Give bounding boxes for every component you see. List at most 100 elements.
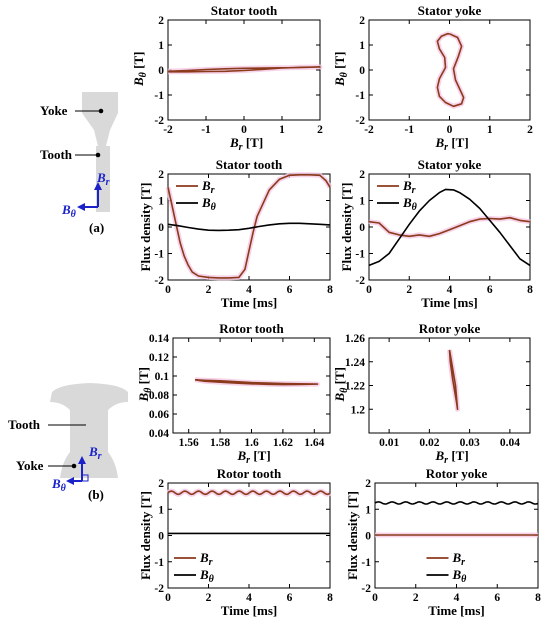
chart-ry_wave: 0 2 4 6 8 -2 -1 0 1 2 Rotor yoke Time [ms] Flux dens… [345, 466, 541, 618]
series-line-r [368, 216, 531, 238]
series-line-θ [374, 501, 539, 505]
x-axis-label: Br [T] [237, 448, 271, 466]
tooth-label-b: Tooth [8, 417, 41, 432]
stator-shape [82, 92, 118, 146]
chart-rt_loci: 1.56 1.58 1.6 1.62 1.64 0.04 0.06 0.08 0.1 0.12 0.… [136, 321, 331, 466]
y-tick-label: -1 [154, 249, 164, 261]
x-tick-label: 0 [165, 592, 171, 604]
x-tick-label: 0.03 [460, 437, 480, 449]
y-tick-label: -2 [355, 275, 365, 287]
y-tick-label: 0 [359, 222, 365, 234]
y-tick-label: 2 [365, 478, 371, 490]
yoke-point [98, 108, 104, 114]
chart-st_wave: 0 2 4 6 8 -2 -1 0 1 2 Stator tooth Time [ms] Flux de… [138, 157, 333, 310]
legend-label: Br [452, 550, 466, 568]
y-axis-label: Flux density [T] [138, 183, 153, 272]
x-tick-label: -1 [201, 124, 211, 136]
x-tick-label: 1 [487, 124, 493, 136]
br-arrow-head-b [78, 456, 86, 464]
x-tick-label: 6 [287, 284, 293, 296]
rotor-shape [50, 383, 128, 478]
x-axis-label: Time [ms] [421, 295, 477, 310]
y-tick-label: 0.08 [149, 390, 169, 402]
x-tick-label: -1 [404, 124, 414, 136]
y-tick-label: 1 [359, 40, 365, 52]
x-tick-label: 8 [327, 284, 333, 296]
chart-title: Stator tooth [216, 157, 283, 172]
y-tick-label: 1 [158, 504, 164, 516]
series-line-θ [167, 222, 331, 232]
y-tick-label: -1 [154, 557, 164, 569]
y-axis-label: Bθ [T] [136, 367, 154, 402]
y-tick-label: 1.26 [345, 333, 365, 345]
br-label-b: Br [88, 444, 102, 462]
panel-label-b: (b) [88, 487, 104, 502]
x-tick-label: 2 [206, 284, 212, 296]
y-tick-label: 2 [158, 169, 164, 181]
y-tick-label: 2 [158, 478, 164, 490]
x-tick-label: 0.01 [379, 437, 399, 449]
x-tick-label: 1.6 [244, 437, 259, 449]
y-tick-label: 0.06 [149, 409, 169, 421]
tooth-label-a: Tooth [40, 147, 73, 162]
y-tick-label: -1 [355, 249, 365, 261]
legend-label: Br [201, 178, 215, 196]
x-tick-label: 1.62 [273, 437, 293, 449]
y-tick-label: 0 [158, 65, 164, 77]
y-tick-label: -2 [154, 115, 164, 127]
x-tick-label: 2 [413, 592, 419, 604]
chart-ry_loci: 0.01 0.02 0.03 0.04 1.2 1.22 1.24 1.26 Rotor yok… [332, 321, 531, 466]
y-axis-label: Flux density [T] [138, 491, 153, 580]
y-tick-label: 2 [158, 15, 164, 27]
x-tick-label: 1 [279, 124, 285, 136]
y-tick-label: 1 [158, 196, 164, 208]
y-tick-label: 1.22 [345, 381, 365, 393]
tooth-point [95, 152, 101, 158]
chart-st_loci: -2 -1 0 1 2 -2 -1 0 1 2 Stator tooth Br [T] Bθ [T] [131, 3, 323, 153]
x-tick-label: 0.02 [419, 437, 439, 449]
x-tick-label: 0 [372, 592, 378, 604]
x-tick-label: 0 [366, 284, 372, 296]
x-tick-label: 4 [454, 592, 460, 604]
yoke-point-b [71, 463, 77, 469]
y-tick-label: 0 [365, 531, 371, 543]
chart-title: Rotor yoke [426, 466, 488, 481]
y-axis-label: Bθ [T] [332, 367, 350, 402]
bt-label-a: Bθ [61, 202, 77, 220]
stator-tooth-shape [96, 146, 110, 212]
bt-arrow-head-a [77, 203, 85, 211]
series-line-locus [448, 349, 459, 411]
series-line-locus [167, 66, 321, 73]
rotor-schematic: Tooth Yoke Br Bθ (b) [8, 383, 128, 502]
y-tick-label: 0.14 [149, 333, 169, 345]
yoke-label-a: Yoke [40, 103, 68, 118]
y-tick-label: 1 [158, 40, 164, 52]
right-angle-mark-b [81, 474, 89, 482]
x-tick-label: 0 [447, 124, 453, 136]
y-axis-label: Bθ [T] [131, 52, 149, 87]
y-tick-label: -2 [361, 583, 371, 595]
y-axis-label: Bθ [T] [332, 52, 350, 87]
legend-label: Bθ [452, 567, 468, 585]
y-tick-label: 0.04 [149, 428, 169, 440]
series-line-r [167, 490, 331, 496]
x-axis-label: Br [T] [435, 135, 469, 153]
x-tick-label: 4 [246, 592, 252, 604]
x-tick-label: 4 [447, 284, 453, 296]
y-tick-label: 1 [365, 504, 371, 516]
x-tick-label: 1.58 [210, 437, 230, 449]
legend-label: Bθ [402, 195, 418, 213]
chart-rt_wave: 0 2 4 6 8 -2 -1 0 1 2 Rotor tooth Time [ms] Flux den… [138, 466, 333, 618]
y-tick-label: -1 [154, 90, 164, 102]
x-tick-label: -2 [364, 124, 374, 136]
x-tick-label: 4 [246, 284, 252, 296]
y-axis-label: Flux density [T] [345, 491, 360, 580]
y-tick-label: -2 [154, 275, 164, 287]
y-tick-label: 2 [359, 15, 365, 27]
x-axis-label: Time [ms] [221, 603, 277, 618]
chart-title: Rotor tooth [217, 466, 282, 481]
y-tick-label: 0 [359, 65, 365, 77]
x-tick-label: 2 [206, 592, 212, 604]
chart-title: Stator tooth [211, 3, 278, 18]
chart-sy_loci: -2 -1 0 1 2 -2 -1 0 1 2 Stator yoke Br [T] Bθ [T] [332, 3, 533, 153]
